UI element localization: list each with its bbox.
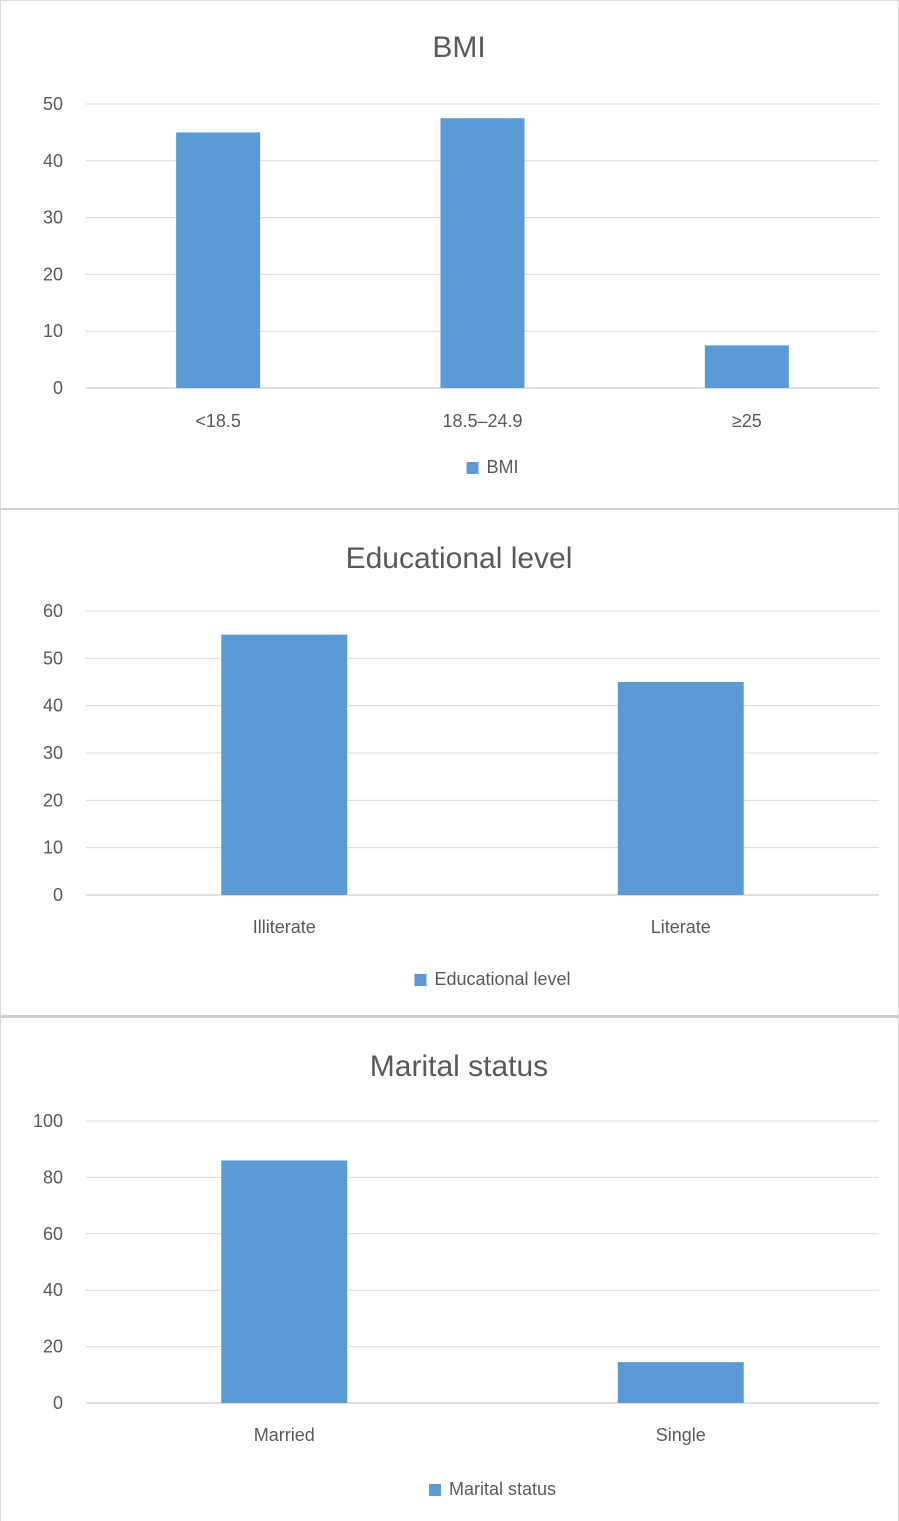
y-axis: 0 20 40 60 80 100 [33,1111,63,1413]
y-tick-label: 0 [53,885,63,905]
y-tick-label: 20 [43,1337,63,1357]
y-tick-label: 10 [43,321,63,341]
y-tick-label: 10 [43,838,63,858]
chart-educational-level: Educational level 0 10 20 30 40 50 60 Illitera… [43,542,879,989]
gridlines [86,1120,879,1404]
x-axis: Married Single [254,1425,706,1445]
bars [176,118,789,388]
x-tick-label: Literate [651,917,711,937]
y-tick-label: 20 [43,790,63,810]
y-tick-label: 0 [53,378,63,398]
y-tick-label: 60 [43,601,63,621]
y-tick-label: 80 [43,1167,63,1187]
bar [704,345,789,388]
bar [617,682,744,895]
x-tick-label: ≥25 [732,411,762,431]
legend-swatch [414,974,427,986]
y-axis: 0 10 20 30 40 50 60 [43,601,63,905]
chart-title: BMI [432,31,485,64]
chart-panel-educational-level: Educational level 0 10 20 30 40 50 60 Illitera… [0,510,899,1018]
bars [221,634,744,895]
x-tick-label: 18.5–24.9 [442,411,522,431]
bar [617,1362,744,1403]
bars [221,1160,744,1403]
legend: Marital status [428,1479,556,1499]
chart-marital-status: Marital status 0 20 40 60 80 100 Married Singl… [33,1050,879,1499]
y-tick-label: 50 [43,94,63,114]
x-tick-label: Single [656,1425,706,1445]
y-tick-label: 60 [43,1224,63,1244]
legend-label: BMI [486,457,518,477]
chart-bmi: BMI 0 10 20 30 40 50 <18.5 18.5–24.9 ≥25 BMI [43,31,879,477]
x-axis: <18.5 18.5–24.9 ≥25 [195,411,761,431]
y-tick-label: 0 [53,1393,63,1413]
y-tick-label: 40 [43,1280,63,1300]
chart-panel-bmi: BMI 0 10 20 30 40 50 <18.5 18.5–24.9 ≥25 BMI [0,0,899,510]
x-axis: Illiterate Literate [253,917,711,937]
bar [440,118,525,388]
legend-swatch [428,1484,441,1496]
bar [221,634,348,895]
chart-title: Educational level [346,542,573,575]
legend-label: Marital status [449,1479,556,1499]
bar [176,132,261,388]
chart-panel-marital-status: Marital status 0 20 40 60 80 100 Married Singl… [0,1018,899,1521]
y-tick-label: 100 [33,1111,63,1131]
x-tick-label: Illiterate [253,917,316,937]
legend-label: Educational level [434,969,570,989]
y-tick-label: 40 [43,151,63,171]
x-tick-label: Married [254,1425,315,1445]
legend: BMI [466,457,519,477]
y-tick-label: 40 [43,696,63,716]
y-axis: 0 10 20 30 40 50 [43,94,63,398]
x-tick-label: <18.5 [195,411,241,431]
gridlines [86,610,879,896]
y-tick-label: 20 [43,264,63,284]
legend: Educational level [414,969,571,989]
y-tick-label: 30 [43,743,63,763]
y-tick-label: 30 [43,208,63,228]
chart-title: Marital status [370,1050,548,1083]
legend-swatch [466,462,479,474]
bar [221,1160,348,1403]
y-tick-label: 50 [43,648,63,668]
